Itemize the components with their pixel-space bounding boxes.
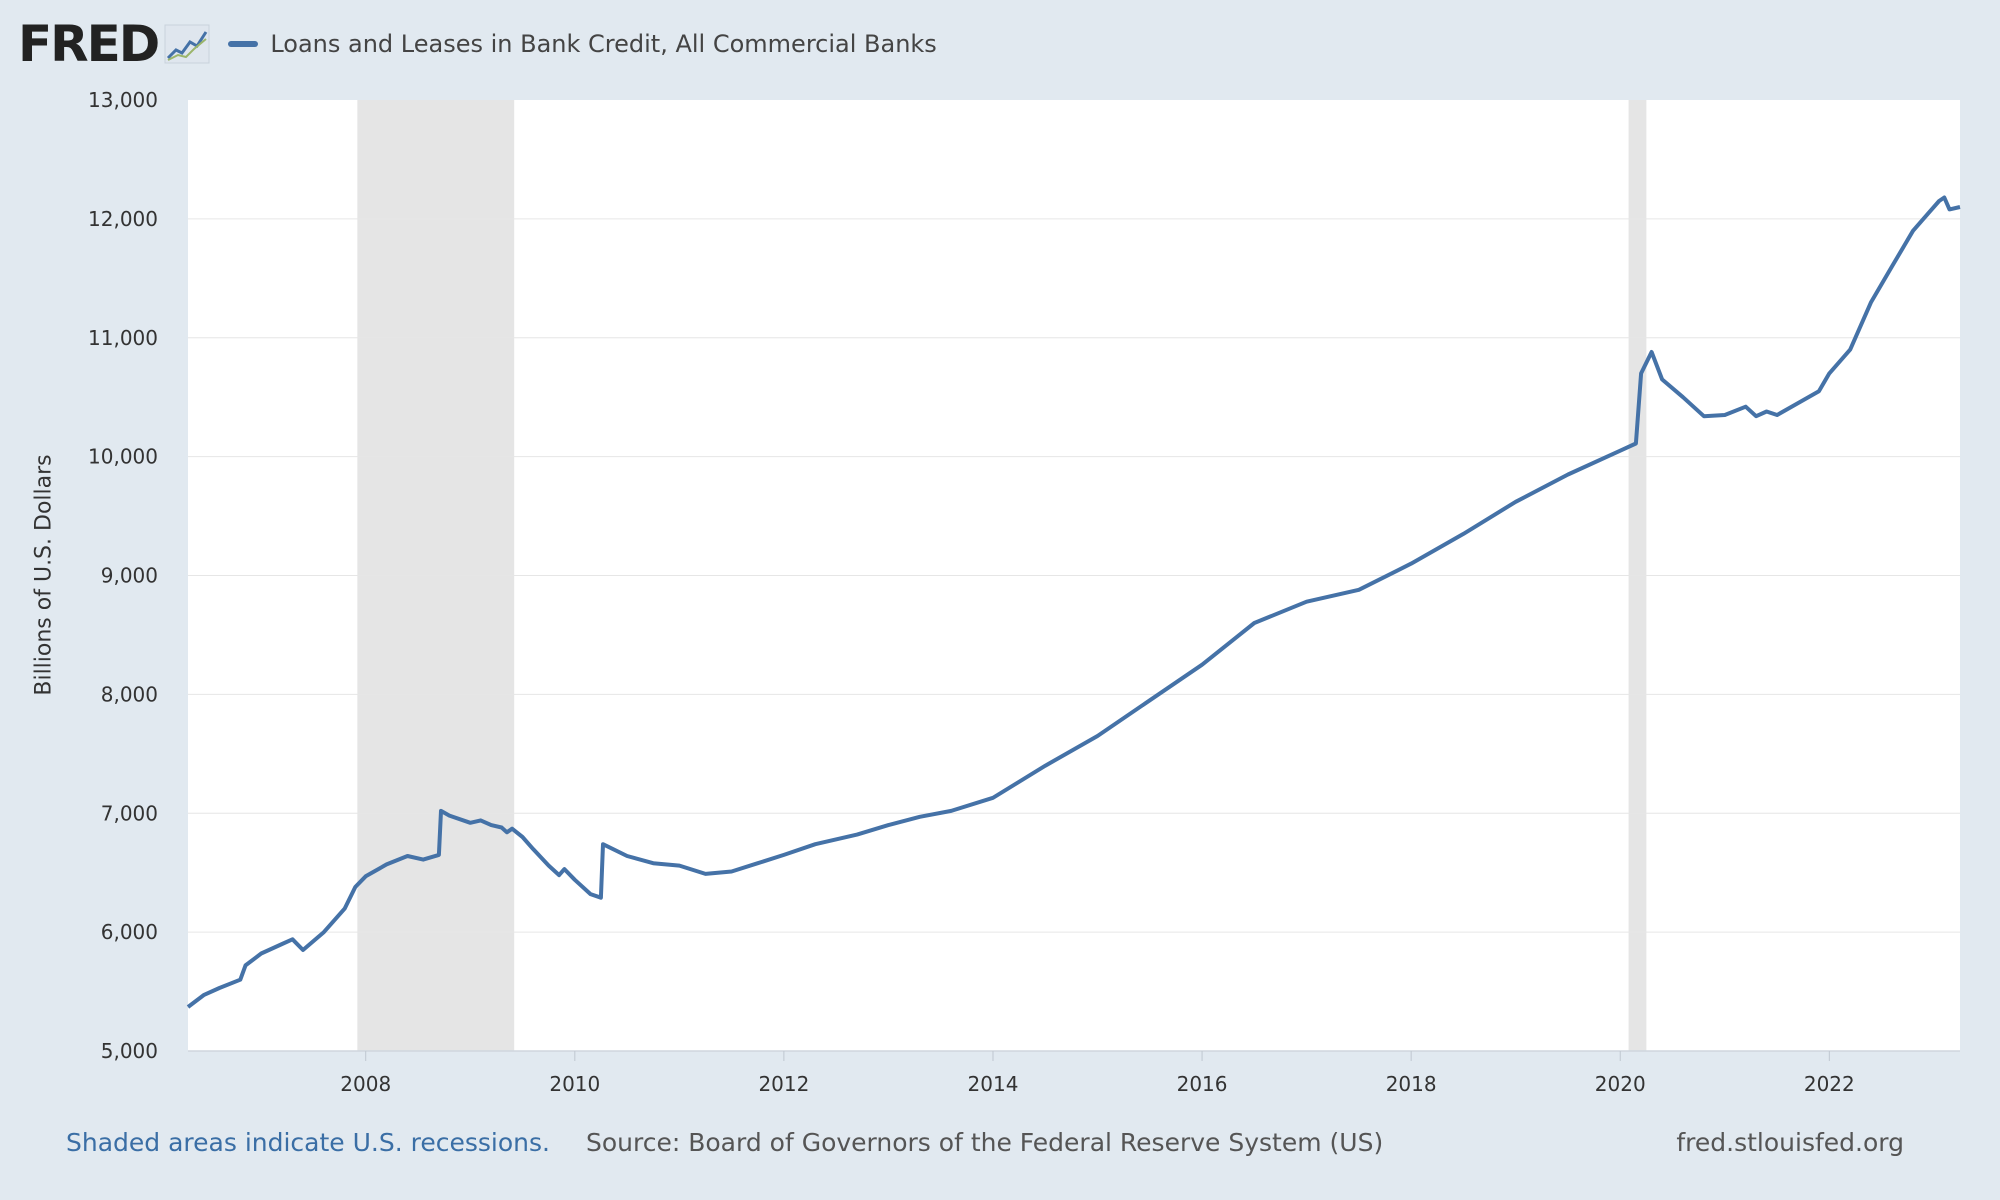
- x-tick-label: 2022: [1804, 1072, 1855, 1096]
- x-tick-label: 2008: [340, 1072, 391, 1096]
- y-tick-label: 10,000: [88, 445, 158, 469]
- legend-swatch: [228, 41, 259, 47]
- y-tick-label: 12,000: [88, 207, 158, 231]
- y-tick-label: 8,000: [101, 682, 158, 706]
- fred-logo[interactable]: FRED: [18, 15, 160, 73]
- x-tick-label: 2014: [968, 1072, 1019, 1096]
- y-tick-label: 7,000: [101, 801, 158, 825]
- source-text: Source: Board of Governors of the Federa…: [586, 1128, 1384, 1157]
- x-axis-ticks: 2008 2010 2012 2014 2016 2018 2020 2022: [188, 1050, 1960, 1096]
- chart-legend: Loans and Leases in Bank Credit, All Com…: [228, 30, 937, 58]
- y-tick-label: 13,000: [88, 88, 158, 112]
- recession-note-link[interactable]: Shaded areas indicate U.S. recessions.: [66, 1128, 550, 1157]
- y-tick-label: 5,000: [101, 1039, 158, 1063]
- legend-label: Loans and Leases in Bank Credit, All Com…: [270, 30, 937, 58]
- series-line-loans-and-leases: [186, 195, 1961, 1009]
- gridlines: [188, 218, 1960, 933]
- y-tick-label: 9,000: [101, 564, 158, 588]
- y-axis-ticks: 5,000 6,000 7,000 8,000 9,000 10,000 11,000 12,…: [88, 88, 158, 1063]
- y-tick-label: 11,000: [88, 326, 158, 350]
- x-tick-label: 2010: [549, 1072, 600, 1096]
- chart-header: FRED Loans and Leases in Bank Credit, Al…: [18, 14, 937, 74]
- y-tick-label: 6,000: [101, 920, 158, 944]
- x-tick-label: 2018: [1386, 1072, 1437, 1096]
- x-tick-label: 2016: [1177, 1072, 1228, 1096]
- site-link[interactable]: fred.stlouisfed.org: [1676, 1128, 1904, 1157]
- fred-logo-chart-icon: [164, 24, 210, 64]
- x-tick-label: 2012: [758, 1072, 809, 1096]
- x-tick-label: 2020: [1595, 1072, 1646, 1096]
